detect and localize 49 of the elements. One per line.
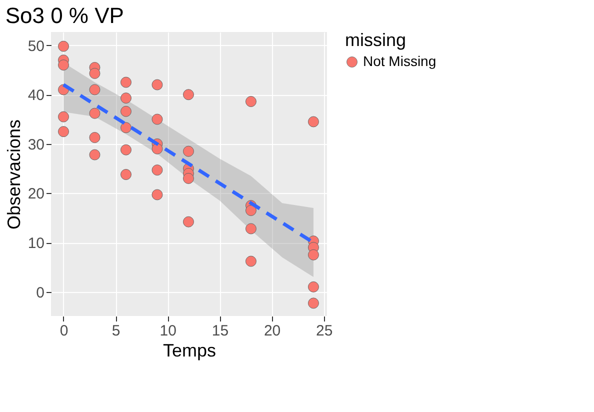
point [58,60,69,71]
legend-label: Not Missing [363,53,436,69]
y-tick-label: 30 [28,136,44,154]
point [120,92,132,104]
point [152,143,163,154]
y-axis-title: Observacions [4,119,24,230]
point [308,116,319,128]
point [245,96,256,108]
point [58,111,69,122]
point [89,108,100,119]
point [120,144,132,156]
y-tick-label: 0 [36,284,44,302]
point [120,106,132,117]
point [120,76,132,88]
x-axis-title: Temps [162,340,216,360]
point [182,172,194,184]
point [152,189,163,200]
point [89,84,100,96]
point [89,149,100,160]
point [89,132,100,143]
point [182,146,194,157]
x-tick-label: 10 [160,322,176,340]
point [152,164,163,176]
x-tick-label: 5 [112,322,120,340]
point [245,205,256,216]
y-tick-label: 20 [28,186,44,203]
point [120,169,132,180]
point [58,126,69,138]
point [120,122,132,134]
point [182,89,194,100]
point [58,40,69,52]
point [308,298,319,309]
point [308,249,319,260]
point [308,281,319,292]
legend-title: missing [345,30,406,50]
x-tick-label: 25 [316,322,333,340]
point [182,216,194,228]
point [245,256,256,267]
x-tick-label: 15 [212,322,229,340]
point [89,68,100,79]
y-tick-label: 50 [28,38,44,55]
y-tick-label: 40 [28,87,44,104]
x-tick-label: 0 [60,322,68,340]
point [245,223,256,234]
y-tick-label: 10 [28,235,44,252]
point [152,114,163,125]
point [152,79,163,90]
x-tick-label: 20 [264,322,281,340]
chart-title: So3 0 % VP [5,3,124,28]
